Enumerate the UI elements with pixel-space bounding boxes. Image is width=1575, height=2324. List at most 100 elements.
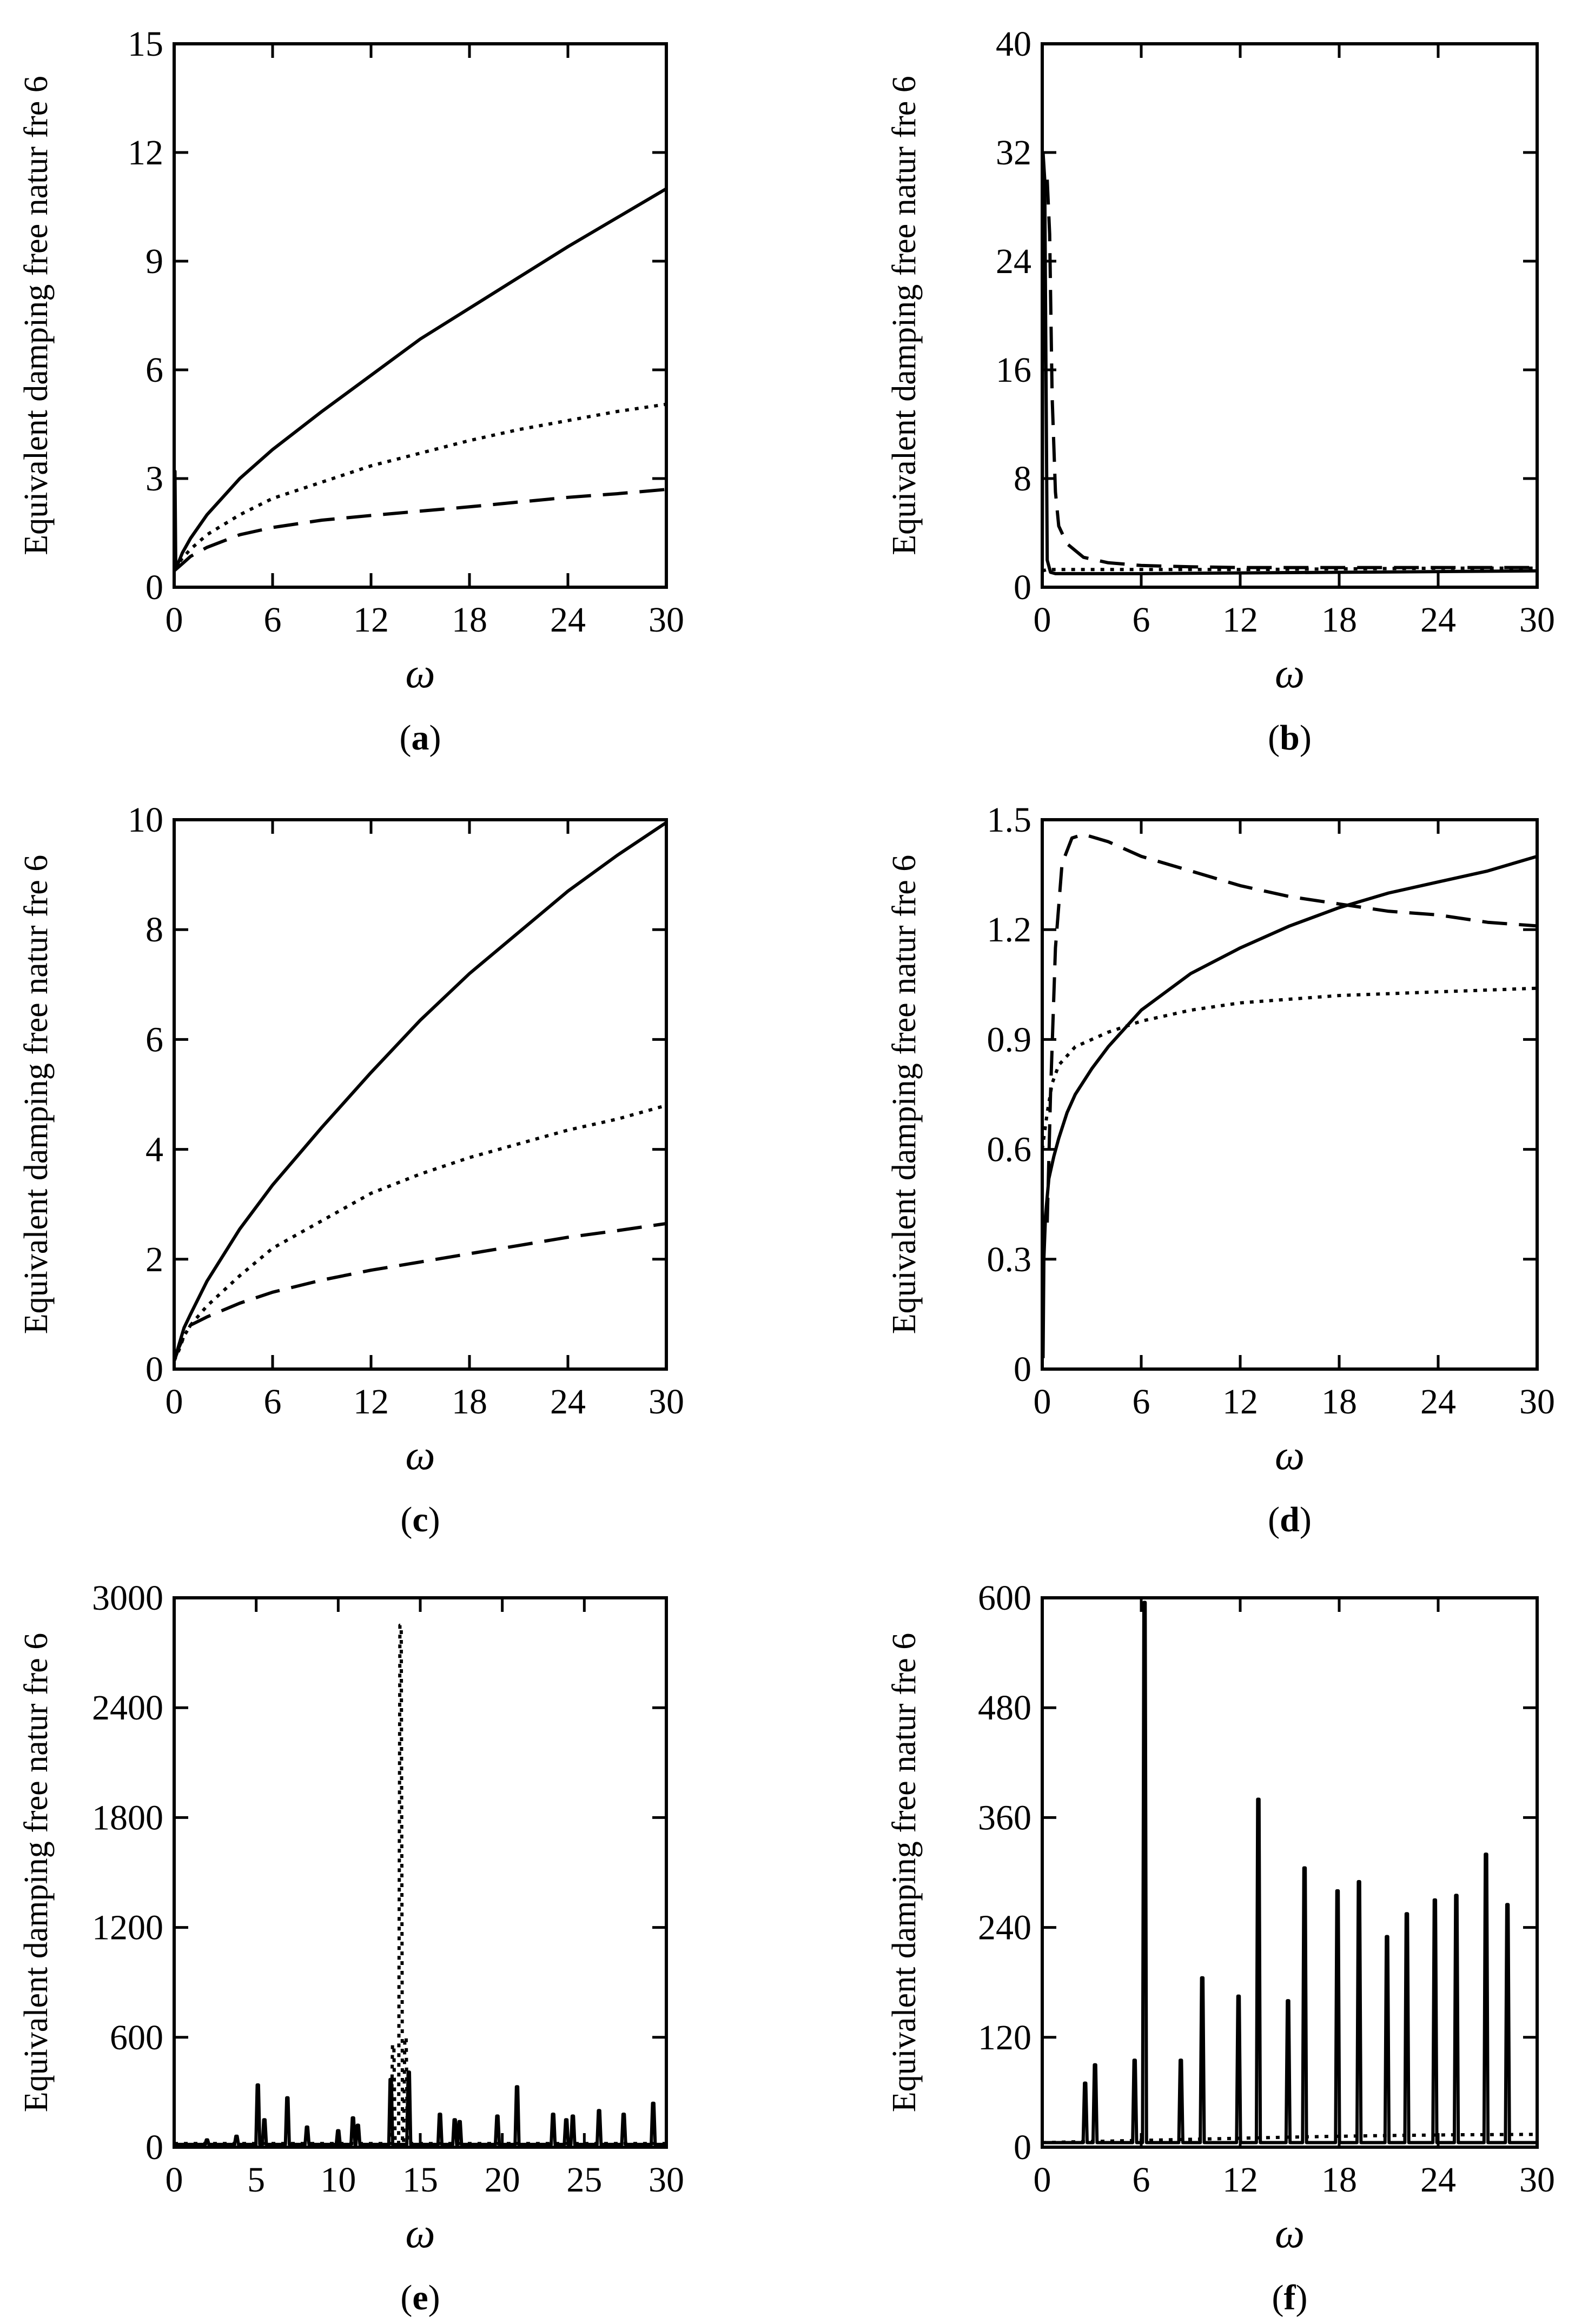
y-tick-label: 0 <box>145 1350 163 1389</box>
x-tick-label: 15 <box>402 2160 438 2200</box>
series-line-solid <box>1042 854 1537 1358</box>
series-line-dotted <box>1042 986 1537 1150</box>
y-tick-label: 0.9 <box>987 1020 1032 1059</box>
y-tick-label: 12 <box>128 133 163 172</box>
x-tick-label: 12 <box>1222 2160 1258 2200</box>
x-tick-label: 25 <box>566 2160 602 2200</box>
y-tick-label: 4 <box>145 1130 163 1170</box>
y-tick-label: 0 <box>145 568 163 607</box>
x-axis-label: ω <box>1275 649 1305 696</box>
y-axis-label: Equivalent damping free natur fre 6 <box>18 855 55 1334</box>
panel-label: (a) <box>400 718 441 758</box>
y-axis-label: Equivalent damping free natur fre 6 <box>886 855 923 1334</box>
x-tick-label: 24 <box>550 1382 586 1422</box>
y-tick-label: 0 <box>1014 1350 1031 1389</box>
plot-frame <box>1041 818 1539 1371</box>
y-tick-label: 8 <box>1014 459 1031 499</box>
series-line-dotted <box>1042 2133 1537 2144</box>
x-tick-label: 24 <box>1420 1382 1456 1422</box>
y-tick-label: 0 <box>1014 568 1031 607</box>
chart-panel-e: 0 5 10 15 20 25 30 0 600 1200 1800 2400 3000 Equivale… <box>18 1578 684 2318</box>
series-group <box>1042 1601 1537 2144</box>
series-line-dashed <box>174 1221 666 1362</box>
y-tick-label: 0.3 <box>987 1240 1032 1279</box>
panel-label: (f) <box>1272 2278 1308 2318</box>
x-tick-label: 5 <box>247 2160 265 2200</box>
series-line-solid <box>174 2070 666 2146</box>
y-tick-label: 0 <box>145 2128 163 2167</box>
chart-panel-b: 0 6 12 18 24 30 0 8 16 24 32 40 Equivalent damping f… <box>886 24 1555 758</box>
plot-frame <box>173 42 668 589</box>
panel-label: (e) <box>400 2278 440 2318</box>
series-group <box>174 187 666 573</box>
x-tick-label: 6 <box>1133 600 1150 640</box>
x-axis-label: ω <box>405 2209 435 2256</box>
y-tick-label: 120 <box>978 2018 1031 2057</box>
x-tick-label: 6 <box>1133 2160 1150 2200</box>
x-tick-label: 0 <box>166 1382 183 1422</box>
x-tick-label: 20 <box>485 2160 520 2200</box>
y-tick-label: 1.5 <box>987 800 1032 840</box>
x-tick-label: 30 <box>648 2160 684 2200</box>
x-tick-label: 30 <box>648 1382 684 1422</box>
x-tick-label: 6 <box>1133 1382 1150 1422</box>
y-tick-label: 3 <box>145 459 163 499</box>
y-tick-label: 32 <box>996 133 1031 172</box>
series-line-dashed <box>1045 833 1537 1223</box>
series-line-dotted <box>174 1623 666 2146</box>
panel-label: (c) <box>400 1500 440 1539</box>
y-tick-label: 6 <box>145 350 163 390</box>
x-axis-label: ω <box>405 649 435 696</box>
y-tick-label: 600 <box>978 1578 1031 1618</box>
series-line-dashed <box>174 488 666 573</box>
y-axis-label: Equivalent damping free natur fre 6 <box>18 1633 55 2113</box>
series-line-dotted <box>174 1104 666 1362</box>
x-tick-label: 30 <box>648 600 684 640</box>
y-tick-label: 40 <box>996 24 1031 64</box>
y-tick-label: 0 <box>1014 2128 1031 2167</box>
x-tick-label: 18 <box>1321 2160 1357 2200</box>
x-tick-label: 18 <box>452 1382 487 1422</box>
y-tick-label: 600 <box>110 2018 163 2057</box>
x-tick-label: 24 <box>550 600 586 640</box>
plot-frame <box>173 1596 668 2149</box>
y-tick-label: 480 <box>978 1688 1031 1728</box>
series-group <box>174 1623 666 2146</box>
y-tick-label: 2400 <box>92 1688 163 1728</box>
chart-panel-f: 0 6 12 18 24 30 0 120 240 360 480 600 Equivalent dam… <box>886 1578 1555 2318</box>
plot-frame <box>1041 1596 1539 2149</box>
x-tick-label: 30 <box>1519 2160 1555 2200</box>
series-line-solid <box>1042 1601 1537 2144</box>
x-tick-label: 24 <box>1420 600 1456 640</box>
y-tick-label: 8 <box>145 910 163 949</box>
series-line-dashed <box>1045 180 1537 569</box>
x-tick-label: 0 <box>1034 1382 1051 1422</box>
y-tick-label: 0.6 <box>987 1130 1032 1170</box>
x-axis-label: ω <box>1275 1431 1305 1478</box>
x-tick-label: 12 <box>353 1382 389 1422</box>
x-axis-label: ω <box>1275 2209 1305 2256</box>
y-tick-label: 1.2 <box>987 910 1032 949</box>
series-line-solid <box>174 187 666 571</box>
x-tick-label: 10 <box>320 2160 356 2200</box>
series-group <box>174 821 666 1362</box>
y-tick-label: 1800 <box>92 1798 163 1837</box>
x-tick-label: 12 <box>1222 1382 1258 1422</box>
x-tick-label: 30 <box>1519 1382 1555 1422</box>
y-tick-label: 16 <box>996 350 1031 390</box>
y-axis-label: Equivalent damping free natur fre 6 <box>886 76 923 555</box>
chart-panel-d: 0 6 12 18 24 30 0 0.3 0.6 0.9 1.2 1.5 Equivalent dam… <box>886 800 1555 1539</box>
series-line-solid <box>174 821 666 1362</box>
y-tick-label: 15 <box>128 24 163 64</box>
x-tick-label: 24 <box>1420 2160 1456 2200</box>
panel-label: (b) <box>1268 718 1312 758</box>
x-tick-label: 0 <box>1034 600 1051 640</box>
plot-frame <box>173 818 668 1371</box>
series-line-solid <box>1042 151 1537 575</box>
y-tick-label: 9 <box>145 242 163 281</box>
x-axis-label: ω <box>405 1431 435 1478</box>
plot-frame <box>1041 42 1539 589</box>
series-group <box>1042 151 1537 575</box>
